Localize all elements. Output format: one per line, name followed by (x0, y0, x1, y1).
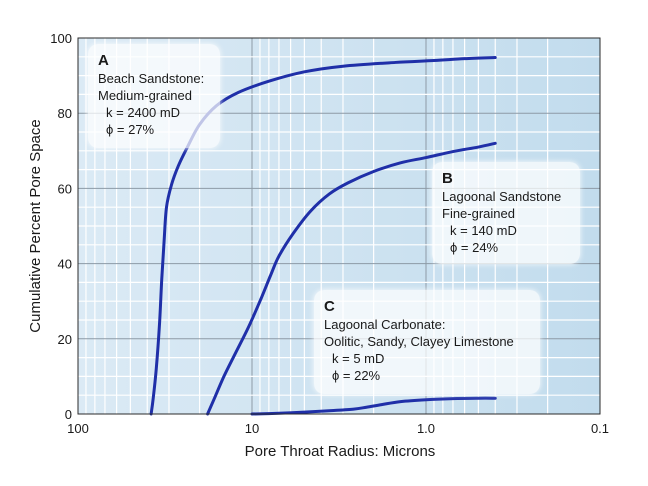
annotation-b-line-1: Lagoonal Sandstone (442, 189, 562, 204)
annotation-a: A Beach Sandstone: Medium-grained k = 24… (88, 44, 220, 148)
annotation-b-letter: B (442, 170, 453, 187)
annotation-c-line-1: Lagoonal Carbonate: (324, 317, 446, 332)
x-tick-label: 0.1 (591, 421, 609, 436)
annotation-b-line-2: Fine-grained (442, 206, 515, 221)
series-line-c (250, 396, 497, 416)
x-tick-label: 1.0 (417, 421, 435, 436)
x-tick-label: 10 (245, 421, 259, 436)
x-tick-labels: 100 10 1.0 0.1 (67, 421, 609, 436)
annotation-a-line-1: Beach Sandstone: (98, 71, 205, 86)
y-tick-label: 20 (58, 332, 72, 347)
y-tick-labels: 0 20 40 60 80 100 (50, 31, 72, 422)
annotation-c: C Lagoonal Carbonate: Oolitic, Sandy, Cl… (314, 290, 540, 394)
y-tick-label: 40 (58, 257, 72, 272)
annotation-a-permeability: k = 2400 mD (106, 105, 181, 120)
y-tick-label: 100 (50, 31, 72, 46)
annotation-b-permeability: k = 140 mD (450, 223, 517, 238)
annotation-b: B Lagoonal Sandstone Fine-grained k = 14… (432, 162, 580, 264)
annotation-a-letter: A (98, 52, 109, 69)
annotation-a-line-2: Medium-grained (98, 88, 192, 103)
y-tick-label: 0 (65, 407, 72, 422)
annotation-a-porosity: ϕ = 27% (106, 122, 155, 137)
annotation-c-letter: C (324, 298, 335, 315)
annotation-c-porosity: ϕ = 22% (332, 368, 381, 383)
x-tick-label: 100 (67, 421, 89, 436)
y-tick-label: 80 (58, 106, 72, 121)
plot-frame (77, 37, 601, 415)
annotation-c-line-2: Oolitic, Sandy, Clayey Limestone (324, 334, 514, 349)
y-axis-title: Cumulative Percent Pore Space (27, 119, 44, 332)
y-tick-label: 60 (58, 181, 72, 196)
annotation-c-permeability: k = 5 mD (332, 351, 385, 366)
annotation-b-porosity: ϕ = 24% (450, 240, 499, 255)
x-axis-title: Pore Throat Radius: Microns (245, 443, 436, 460)
series-line-b (206, 141, 497, 416)
